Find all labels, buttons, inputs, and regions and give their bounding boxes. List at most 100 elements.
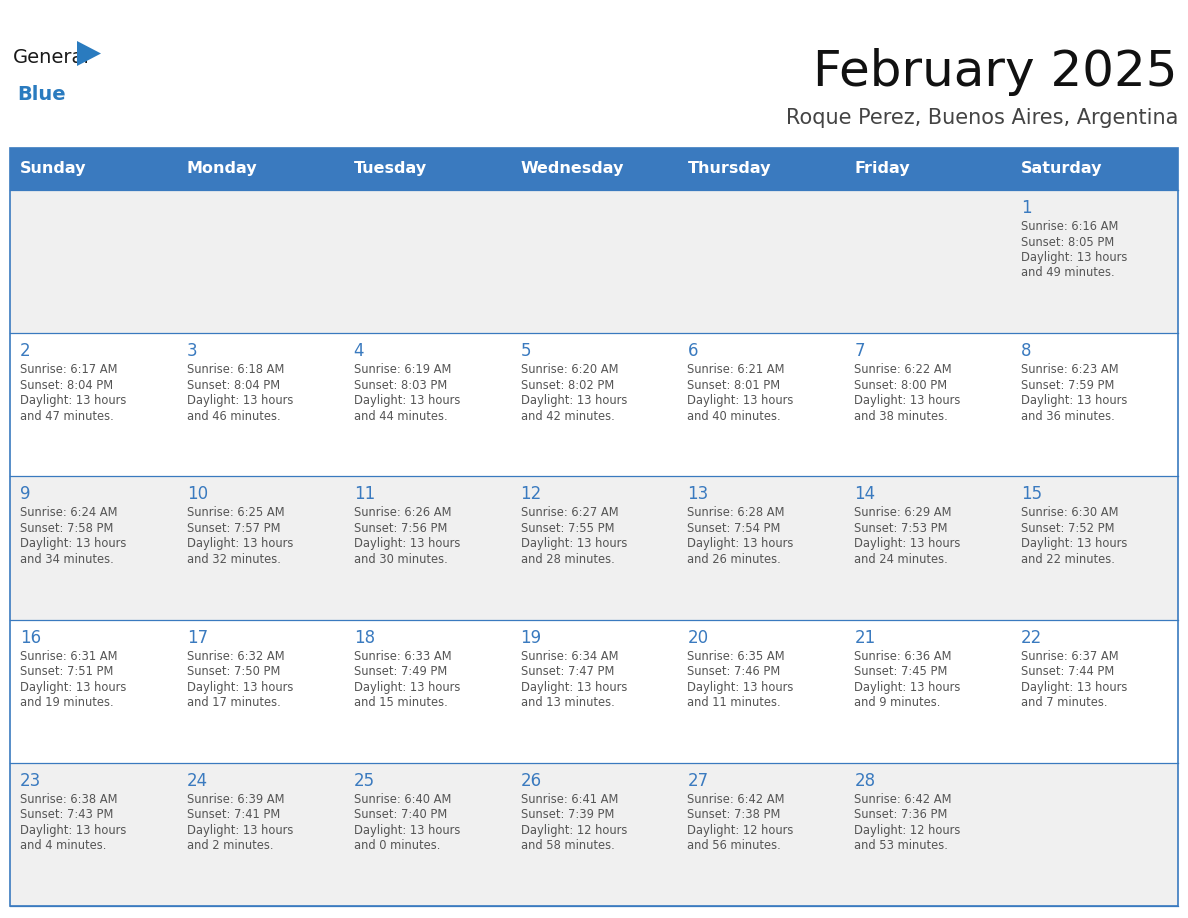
Text: Sunrise: 6:41 AM: Sunrise: 6:41 AM bbox=[520, 793, 618, 806]
Text: Roque Perez, Buenos Aires, Argentina: Roque Perez, Buenos Aires, Argentina bbox=[785, 108, 1178, 128]
Text: Daylight: 13 hours: Daylight: 13 hours bbox=[20, 680, 126, 694]
Text: 28: 28 bbox=[854, 772, 876, 789]
Text: 4: 4 bbox=[354, 342, 365, 360]
Text: 15: 15 bbox=[1022, 486, 1042, 503]
Text: Sunset: 7:57 PM: Sunset: 7:57 PM bbox=[187, 522, 280, 535]
Text: and 26 minutes.: and 26 minutes. bbox=[688, 553, 782, 565]
Text: Sunrise: 6:39 AM: Sunrise: 6:39 AM bbox=[187, 793, 284, 806]
Text: 8: 8 bbox=[1022, 342, 1031, 360]
Text: 23: 23 bbox=[20, 772, 42, 789]
Text: 16: 16 bbox=[20, 629, 42, 646]
Text: and 7 minutes.: and 7 minutes. bbox=[1022, 696, 1107, 709]
Text: Sunset: 7:39 PM: Sunset: 7:39 PM bbox=[520, 809, 614, 822]
Text: Sunrise: 6:16 AM: Sunrise: 6:16 AM bbox=[1022, 220, 1119, 233]
Text: and 42 minutes.: and 42 minutes. bbox=[520, 409, 614, 422]
Text: and 46 minutes.: and 46 minutes. bbox=[187, 409, 280, 422]
Text: Sunset: 7:45 PM: Sunset: 7:45 PM bbox=[854, 666, 948, 678]
Text: Sunset: 7:44 PM: Sunset: 7:44 PM bbox=[1022, 666, 1114, 678]
Text: Daylight: 13 hours: Daylight: 13 hours bbox=[187, 680, 293, 694]
Text: Daylight: 12 hours: Daylight: 12 hours bbox=[854, 823, 961, 837]
Text: 11: 11 bbox=[354, 486, 375, 503]
Text: Sunrise: 6:35 AM: Sunrise: 6:35 AM bbox=[688, 650, 785, 663]
Text: 3: 3 bbox=[187, 342, 197, 360]
Text: and 56 minutes.: and 56 minutes. bbox=[688, 839, 782, 852]
Text: Sunday: Sunday bbox=[20, 162, 87, 176]
Text: Sunrise: 6:42 AM: Sunrise: 6:42 AM bbox=[854, 793, 952, 806]
Text: General: General bbox=[13, 48, 90, 67]
Bar bbox=[10, 620, 1178, 763]
Text: and 53 minutes.: and 53 minutes. bbox=[854, 839, 948, 852]
Text: 13: 13 bbox=[688, 486, 709, 503]
Text: Sunrise: 6:19 AM: Sunrise: 6:19 AM bbox=[354, 364, 451, 376]
Text: Sunrise: 6:37 AM: Sunrise: 6:37 AM bbox=[1022, 650, 1119, 663]
Text: and 40 minutes.: and 40 minutes. bbox=[688, 409, 781, 422]
Text: Daylight: 13 hours: Daylight: 13 hours bbox=[354, 680, 460, 694]
Text: Daylight: 13 hours: Daylight: 13 hours bbox=[688, 394, 794, 408]
Text: Monday: Monday bbox=[187, 162, 258, 176]
Text: Sunrise: 6:23 AM: Sunrise: 6:23 AM bbox=[1022, 364, 1119, 376]
Text: and 34 minutes.: and 34 minutes. bbox=[20, 553, 114, 565]
Text: Tuesday: Tuesday bbox=[354, 162, 426, 176]
Bar bbox=[10, 190, 1178, 333]
Text: Sunrise: 6:20 AM: Sunrise: 6:20 AM bbox=[520, 364, 618, 376]
Text: Sunset: 7:51 PM: Sunset: 7:51 PM bbox=[20, 666, 113, 678]
Text: Sunset: 8:03 PM: Sunset: 8:03 PM bbox=[354, 379, 447, 392]
Text: 17: 17 bbox=[187, 629, 208, 646]
Text: Daylight: 13 hours: Daylight: 13 hours bbox=[854, 680, 961, 694]
Text: 19: 19 bbox=[520, 629, 542, 646]
Text: Sunrise: 6:25 AM: Sunrise: 6:25 AM bbox=[187, 507, 284, 520]
Text: Daylight: 13 hours: Daylight: 13 hours bbox=[1022, 251, 1127, 264]
Text: Sunset: 7:56 PM: Sunset: 7:56 PM bbox=[354, 522, 447, 535]
Text: Sunset: 7:49 PM: Sunset: 7:49 PM bbox=[354, 666, 447, 678]
Text: Sunrise: 6:31 AM: Sunrise: 6:31 AM bbox=[20, 650, 118, 663]
Text: Daylight: 13 hours: Daylight: 13 hours bbox=[354, 823, 460, 837]
Text: Sunset: 7:38 PM: Sunset: 7:38 PM bbox=[688, 809, 781, 822]
Text: Sunrise: 6:42 AM: Sunrise: 6:42 AM bbox=[688, 793, 785, 806]
Text: Daylight: 12 hours: Daylight: 12 hours bbox=[688, 823, 794, 837]
Text: Sunrise: 6:33 AM: Sunrise: 6:33 AM bbox=[354, 650, 451, 663]
Bar bbox=[10, 763, 1178, 906]
Text: Sunrise: 6:30 AM: Sunrise: 6:30 AM bbox=[1022, 507, 1119, 520]
Text: 14: 14 bbox=[854, 486, 876, 503]
Text: Sunset: 8:04 PM: Sunset: 8:04 PM bbox=[187, 379, 280, 392]
Text: 10: 10 bbox=[187, 486, 208, 503]
Text: Daylight: 13 hours: Daylight: 13 hours bbox=[854, 394, 961, 408]
Text: Sunset: 7:54 PM: Sunset: 7:54 PM bbox=[688, 522, 781, 535]
Text: 7: 7 bbox=[854, 342, 865, 360]
Text: and 30 minutes.: and 30 minutes. bbox=[354, 553, 448, 565]
Text: Sunset: 7:46 PM: Sunset: 7:46 PM bbox=[688, 666, 781, 678]
Text: Sunrise: 6:28 AM: Sunrise: 6:28 AM bbox=[688, 507, 785, 520]
Text: Sunrise: 6:29 AM: Sunrise: 6:29 AM bbox=[854, 507, 952, 520]
Text: 22: 22 bbox=[1022, 629, 1042, 646]
Text: Daylight: 13 hours: Daylight: 13 hours bbox=[1022, 680, 1127, 694]
Text: 1: 1 bbox=[1022, 199, 1031, 217]
Text: Daylight: 13 hours: Daylight: 13 hours bbox=[854, 537, 961, 551]
Text: 2: 2 bbox=[20, 342, 31, 360]
Text: Daylight: 13 hours: Daylight: 13 hours bbox=[354, 537, 460, 551]
Text: and 13 minutes.: and 13 minutes. bbox=[520, 696, 614, 709]
Text: 12: 12 bbox=[520, 486, 542, 503]
Text: Sunrise: 6:18 AM: Sunrise: 6:18 AM bbox=[187, 364, 284, 376]
Text: Sunset: 7:53 PM: Sunset: 7:53 PM bbox=[854, 522, 948, 535]
Text: Daylight: 13 hours: Daylight: 13 hours bbox=[20, 823, 126, 837]
Text: Daylight: 13 hours: Daylight: 13 hours bbox=[688, 537, 794, 551]
Text: Sunset: 7:47 PM: Sunset: 7:47 PM bbox=[520, 666, 614, 678]
Text: 24: 24 bbox=[187, 772, 208, 789]
Text: Daylight: 13 hours: Daylight: 13 hours bbox=[20, 537, 126, 551]
Text: and 17 minutes.: and 17 minutes. bbox=[187, 696, 280, 709]
Text: and 32 minutes.: and 32 minutes. bbox=[187, 553, 280, 565]
Text: and 49 minutes.: and 49 minutes. bbox=[1022, 266, 1114, 279]
Text: Sunrise: 6:34 AM: Sunrise: 6:34 AM bbox=[520, 650, 618, 663]
Text: Blue: Blue bbox=[17, 85, 65, 104]
Text: Saturday: Saturday bbox=[1022, 162, 1102, 176]
Text: 9: 9 bbox=[20, 486, 31, 503]
Text: Sunset: 8:04 PM: Sunset: 8:04 PM bbox=[20, 379, 113, 392]
Text: and 24 minutes.: and 24 minutes. bbox=[854, 553, 948, 565]
Bar bbox=[10, 148, 1178, 906]
Text: Daylight: 13 hours: Daylight: 13 hours bbox=[520, 394, 627, 408]
Text: Daylight: 13 hours: Daylight: 13 hours bbox=[520, 680, 627, 694]
Text: 25: 25 bbox=[354, 772, 375, 789]
Text: and 11 minutes.: and 11 minutes. bbox=[688, 696, 781, 709]
Text: Sunset: 7:50 PM: Sunset: 7:50 PM bbox=[187, 666, 280, 678]
Text: Sunrise: 6:21 AM: Sunrise: 6:21 AM bbox=[688, 364, 785, 376]
